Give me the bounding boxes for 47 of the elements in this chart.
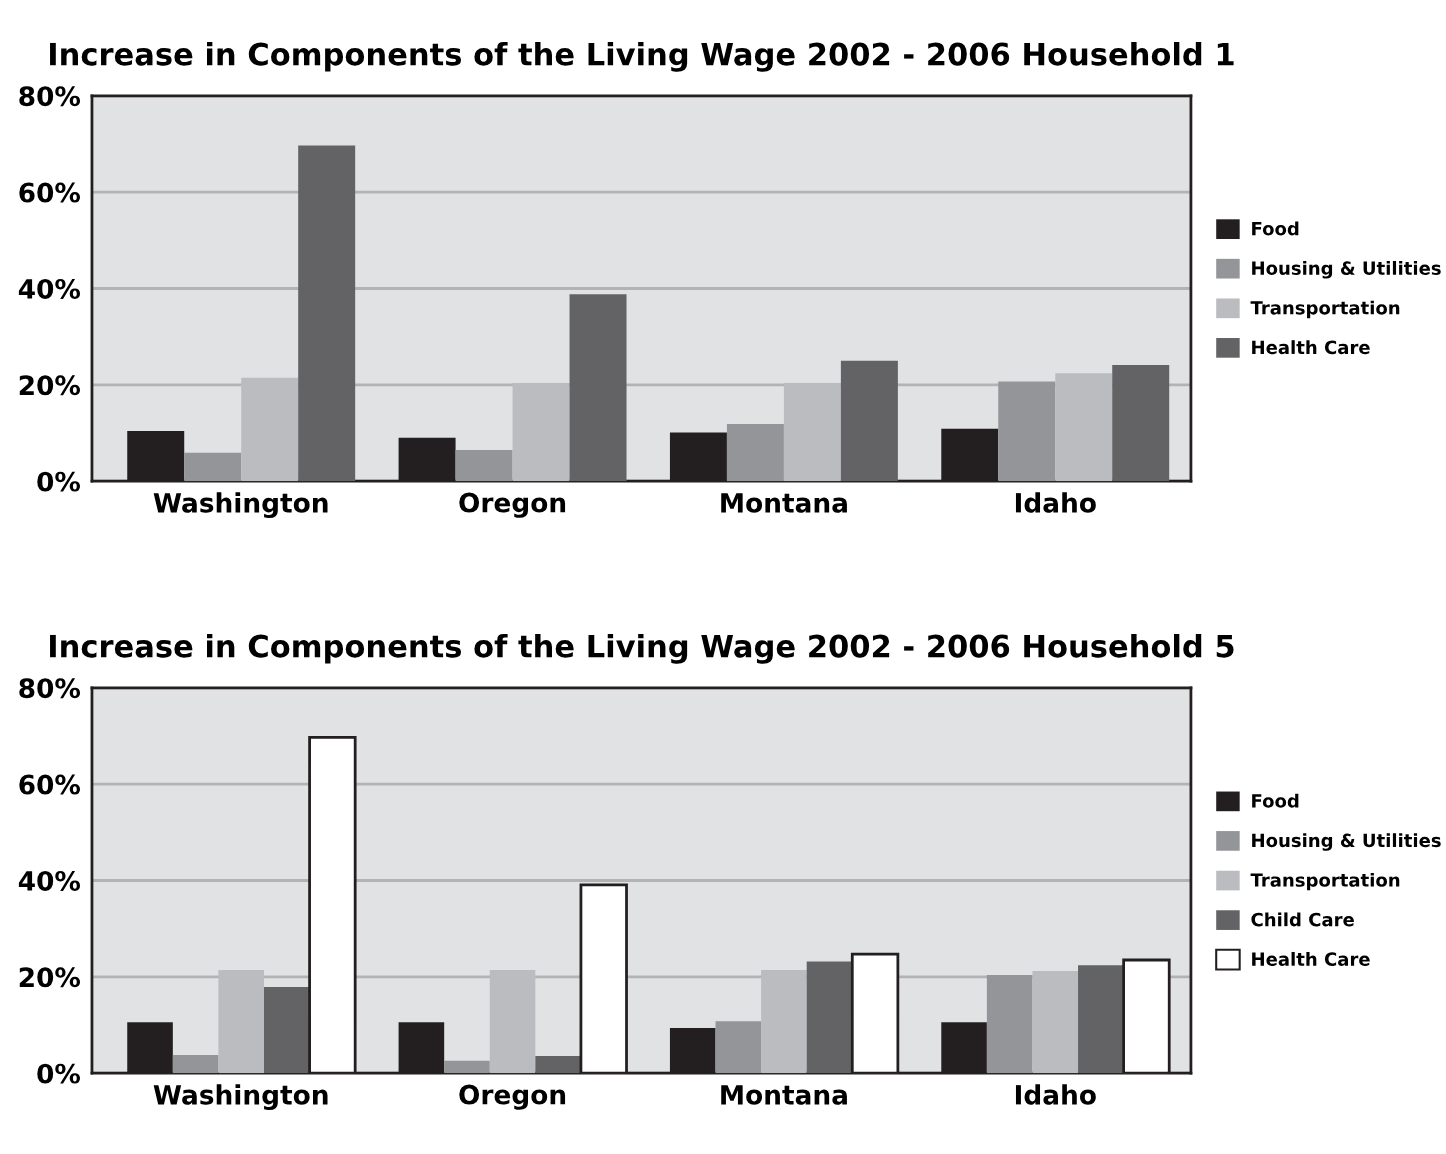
x-tick-label: Idaho [1015,1084,1096,1105]
legend-label: Housing & Utilities [1252,261,1441,279]
legend-label: Health Care [1252,951,1370,966]
bar [1112,365,1170,482]
x-tick-label: Oregon [459,492,566,518]
y-tick-label: 20% [19,375,81,396]
legend-label: Food [1252,221,1299,236]
bar [986,974,1033,1074]
bar [444,1060,490,1074]
bar [1032,971,1079,1074]
bar [455,449,513,482]
bar [172,1054,219,1074]
y-tick-label: 0% [37,471,81,492]
y-tick-label: 80% [19,678,81,699]
bar [264,986,310,1074]
legend-label: Child Care [1251,912,1354,927]
bar [840,360,898,482]
x-tick-label: Washington [153,1084,328,1111]
bar [726,423,784,482]
chart-title: Increase in Components of the Living Wage 2002 - 2006 Household 1 [50,42,1234,72]
bar [806,961,853,1074]
legend-label: Housing & Utilities [1252,833,1441,851]
bar [184,452,242,482]
x-tick-label: Idaho [1015,492,1096,513]
x-tick-label: Montana [721,1085,847,1105]
y-tick-label: 60% [19,182,81,203]
legend-label: Transportation [1250,872,1400,891]
legend-label: Food [1252,793,1299,808]
y-tick-label: 60% [19,774,81,795]
x-tick-label: Washington [153,492,328,519]
x-tick-label: Montana [721,493,847,513]
y-tick-label: 0% [37,1063,81,1084]
bar [998,381,1056,482]
chart-title: Increase in Components of the Living Wage 2002 - 2006 Household 5 [50,634,1234,664]
y-tick-label: 40% [18,870,81,891]
y-tick-label: 40% [18,278,81,299]
bar [569,294,627,482]
bar [535,1055,581,1074]
y-tick-label: 80% [19,86,81,107]
y-tick-label: 20% [19,967,81,988]
legend-label: Health Care [1252,340,1370,355]
bar [298,145,356,482]
bar [715,1021,762,1074]
bar [1078,965,1124,1074]
legend-label: Transportation [1250,300,1400,319]
x-tick-label: Oregon [459,1084,566,1110]
bar [1055,373,1113,482]
